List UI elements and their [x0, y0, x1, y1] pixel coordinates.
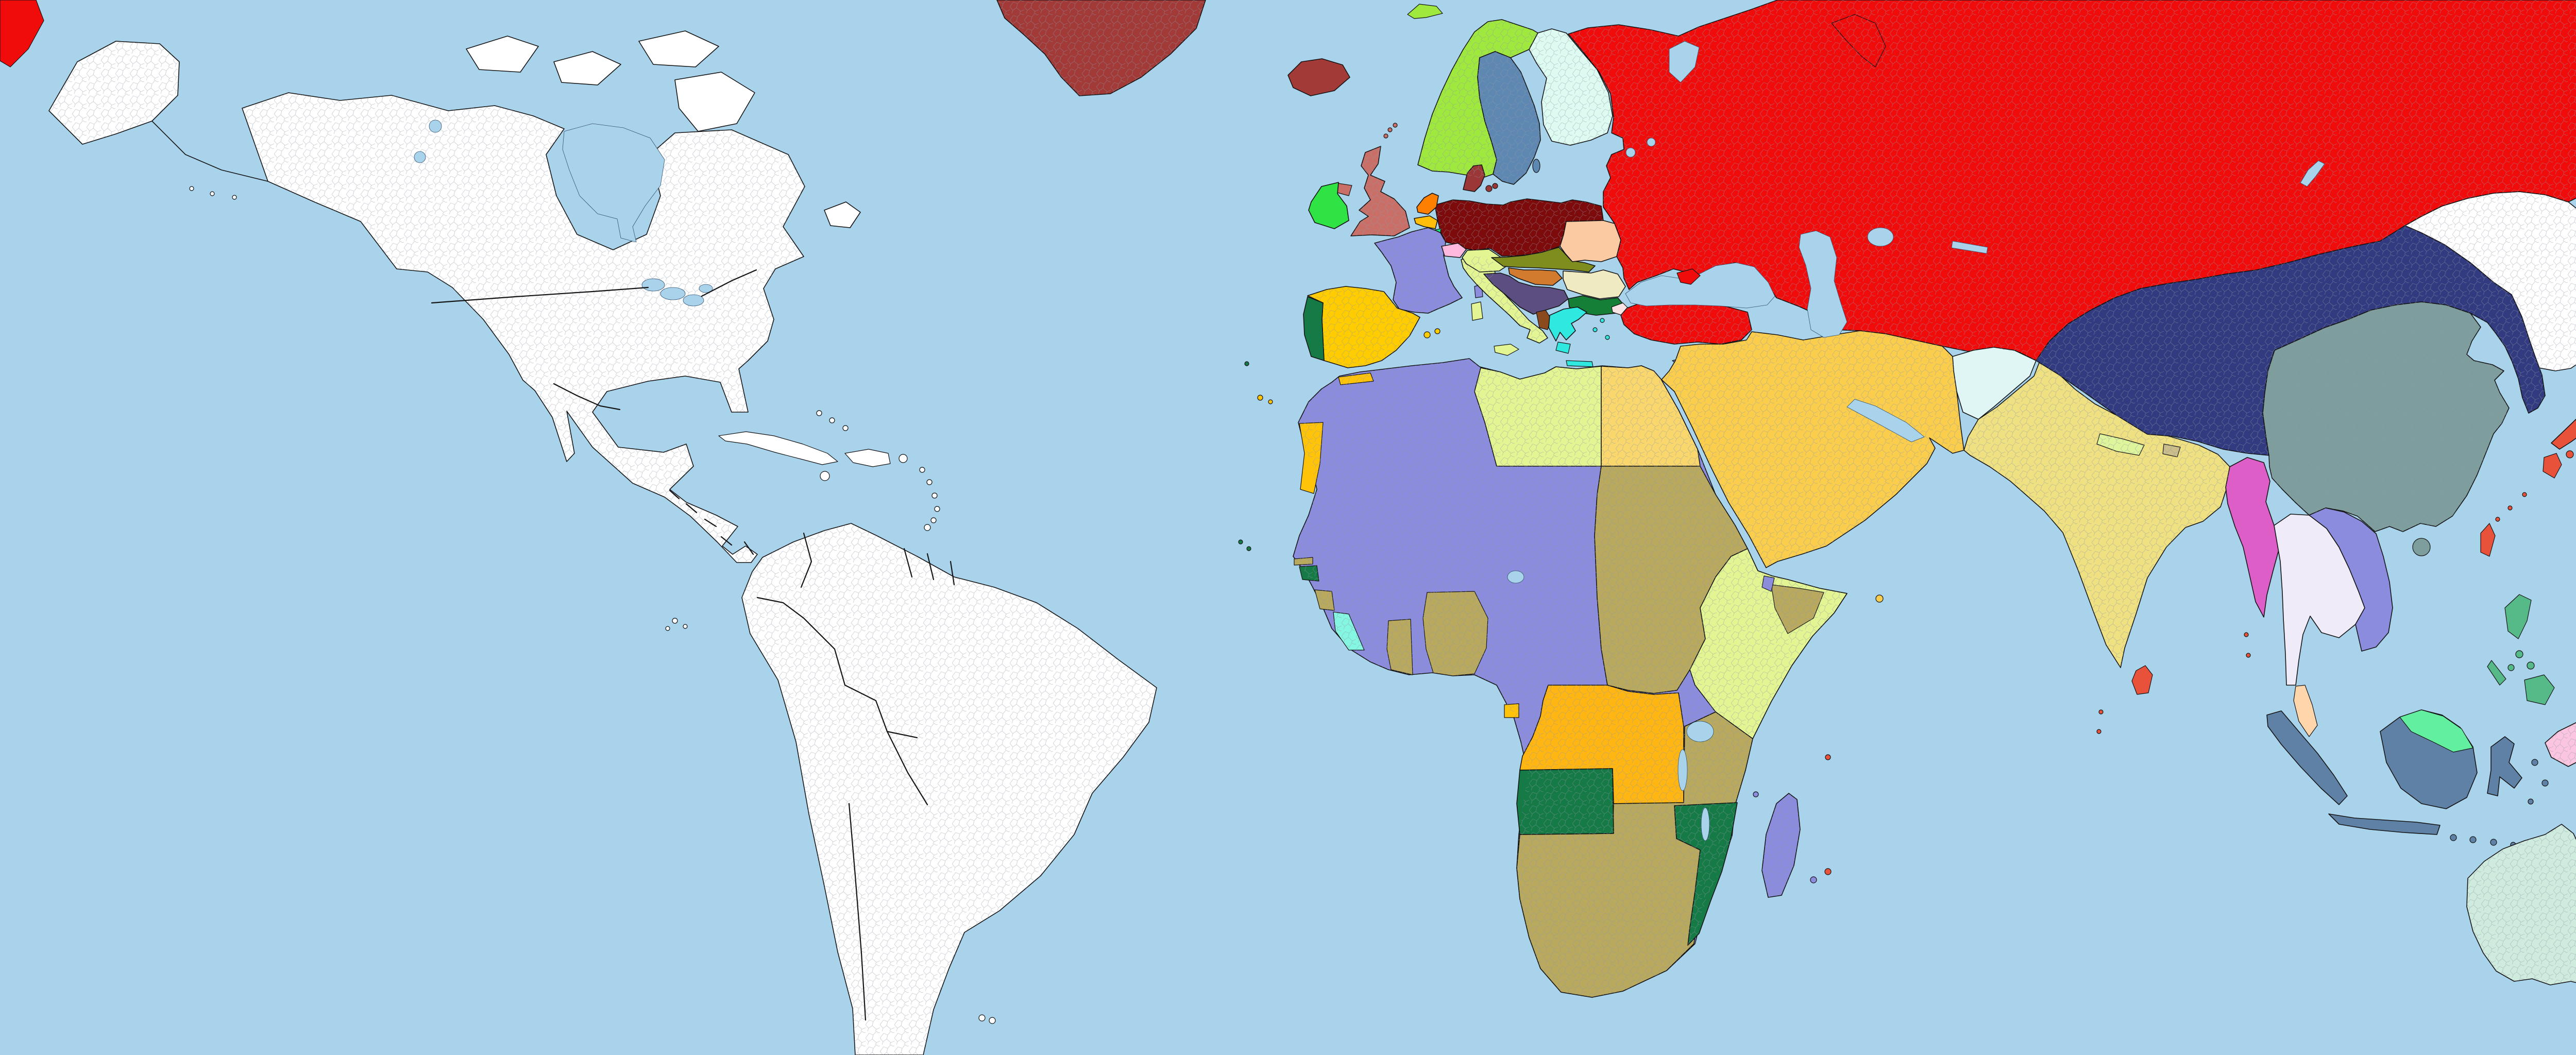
region-ceylon[interactable] — [2131, 665, 2153, 695]
region-svalbard[interactable] — [1407, 4, 1443, 19]
lakes — [414, 41, 2325, 841]
region-gotland[interactable] — [1532, 159, 1540, 173]
region-malaya[interactable] — [2293, 685, 2318, 737]
region-french-indochina[interactable] — [2309, 507, 2393, 652]
region-atlantic-islands[interactable] — [1238, 361, 1273, 551]
region-hungary[interactable] — [1508, 267, 1563, 286]
region-iceland[interactable] — [1287, 58, 1350, 96]
region-burma[interactable] — [2225, 457, 2280, 618]
region-galapagos[interactable] — [665, 618, 688, 631]
region-arctic-islands[interactable] — [553, 51, 621, 86]
region-philippines[interactable] — [2487, 594, 2555, 705]
region-hainan[interactable] — [2412, 538, 2431, 556]
american-borders — [431, 269, 955, 1021]
region-cuba[interactable] — [718, 431, 838, 465]
region-japan[interactable] — [2495, 320, 2576, 522]
region-jamaica[interactable] — [820, 471, 830, 481]
region-taiwan[interactable] — [2480, 523, 2496, 557]
region-crimea[interactable] — [1676, 268, 1701, 285]
region-celebes[interactable] — [2487, 736, 2522, 796]
region-ireland[interactable] — [1308, 182, 1349, 229]
region-uk-islands[interactable] — [1337, 123, 1398, 196]
region-socotra[interactable] — [1875, 594, 1884, 603]
region-spain-islands[interactable] — [1423, 328, 1440, 338]
region-italy-islands[interactable] — [1471, 301, 1519, 356]
region-sumatra[interactable] — [2266, 710, 2348, 805]
region-indian-ocean-small-islands[interactable] — [2096, 632, 2251, 734]
region-arctic-islands[interactable] — [638, 30, 719, 67]
region-poland[interactable] — [1560, 220, 1621, 262]
region-netherlands[interactable] — [1416, 193, 1439, 215]
region-hispaniola[interactable] — [844, 449, 891, 467]
region-falklands[interactable] — [978, 1014, 996, 1024]
region-puerto-rico[interactable] — [899, 454, 908, 463]
region-indian-ocean-islands[interactable] — [1753, 754, 1832, 883]
region-belgium[interactable] — [1414, 215, 1438, 229]
region-czechoslovakia[interactable] — [1491, 247, 1596, 273]
region-arctic-islands[interactable] — [466, 36, 539, 73]
region-newfoundland[interactable] — [824, 201, 861, 228]
region-java[interactable] — [2328, 813, 2441, 835]
region-lesser-antilles[interactable] — [919, 467, 940, 531]
region-bahamas[interactable] — [816, 410, 849, 431]
region-romania[interactable] — [1563, 269, 1626, 299]
region-british-borneo[interactable] — [2399, 709, 2473, 753]
region-baffin-island[interactable] — [674, 72, 755, 132]
region-aleutians[interactable] — [189, 186, 237, 200]
region-chukotka-tip[interactable] — [0, 0, 44, 67]
